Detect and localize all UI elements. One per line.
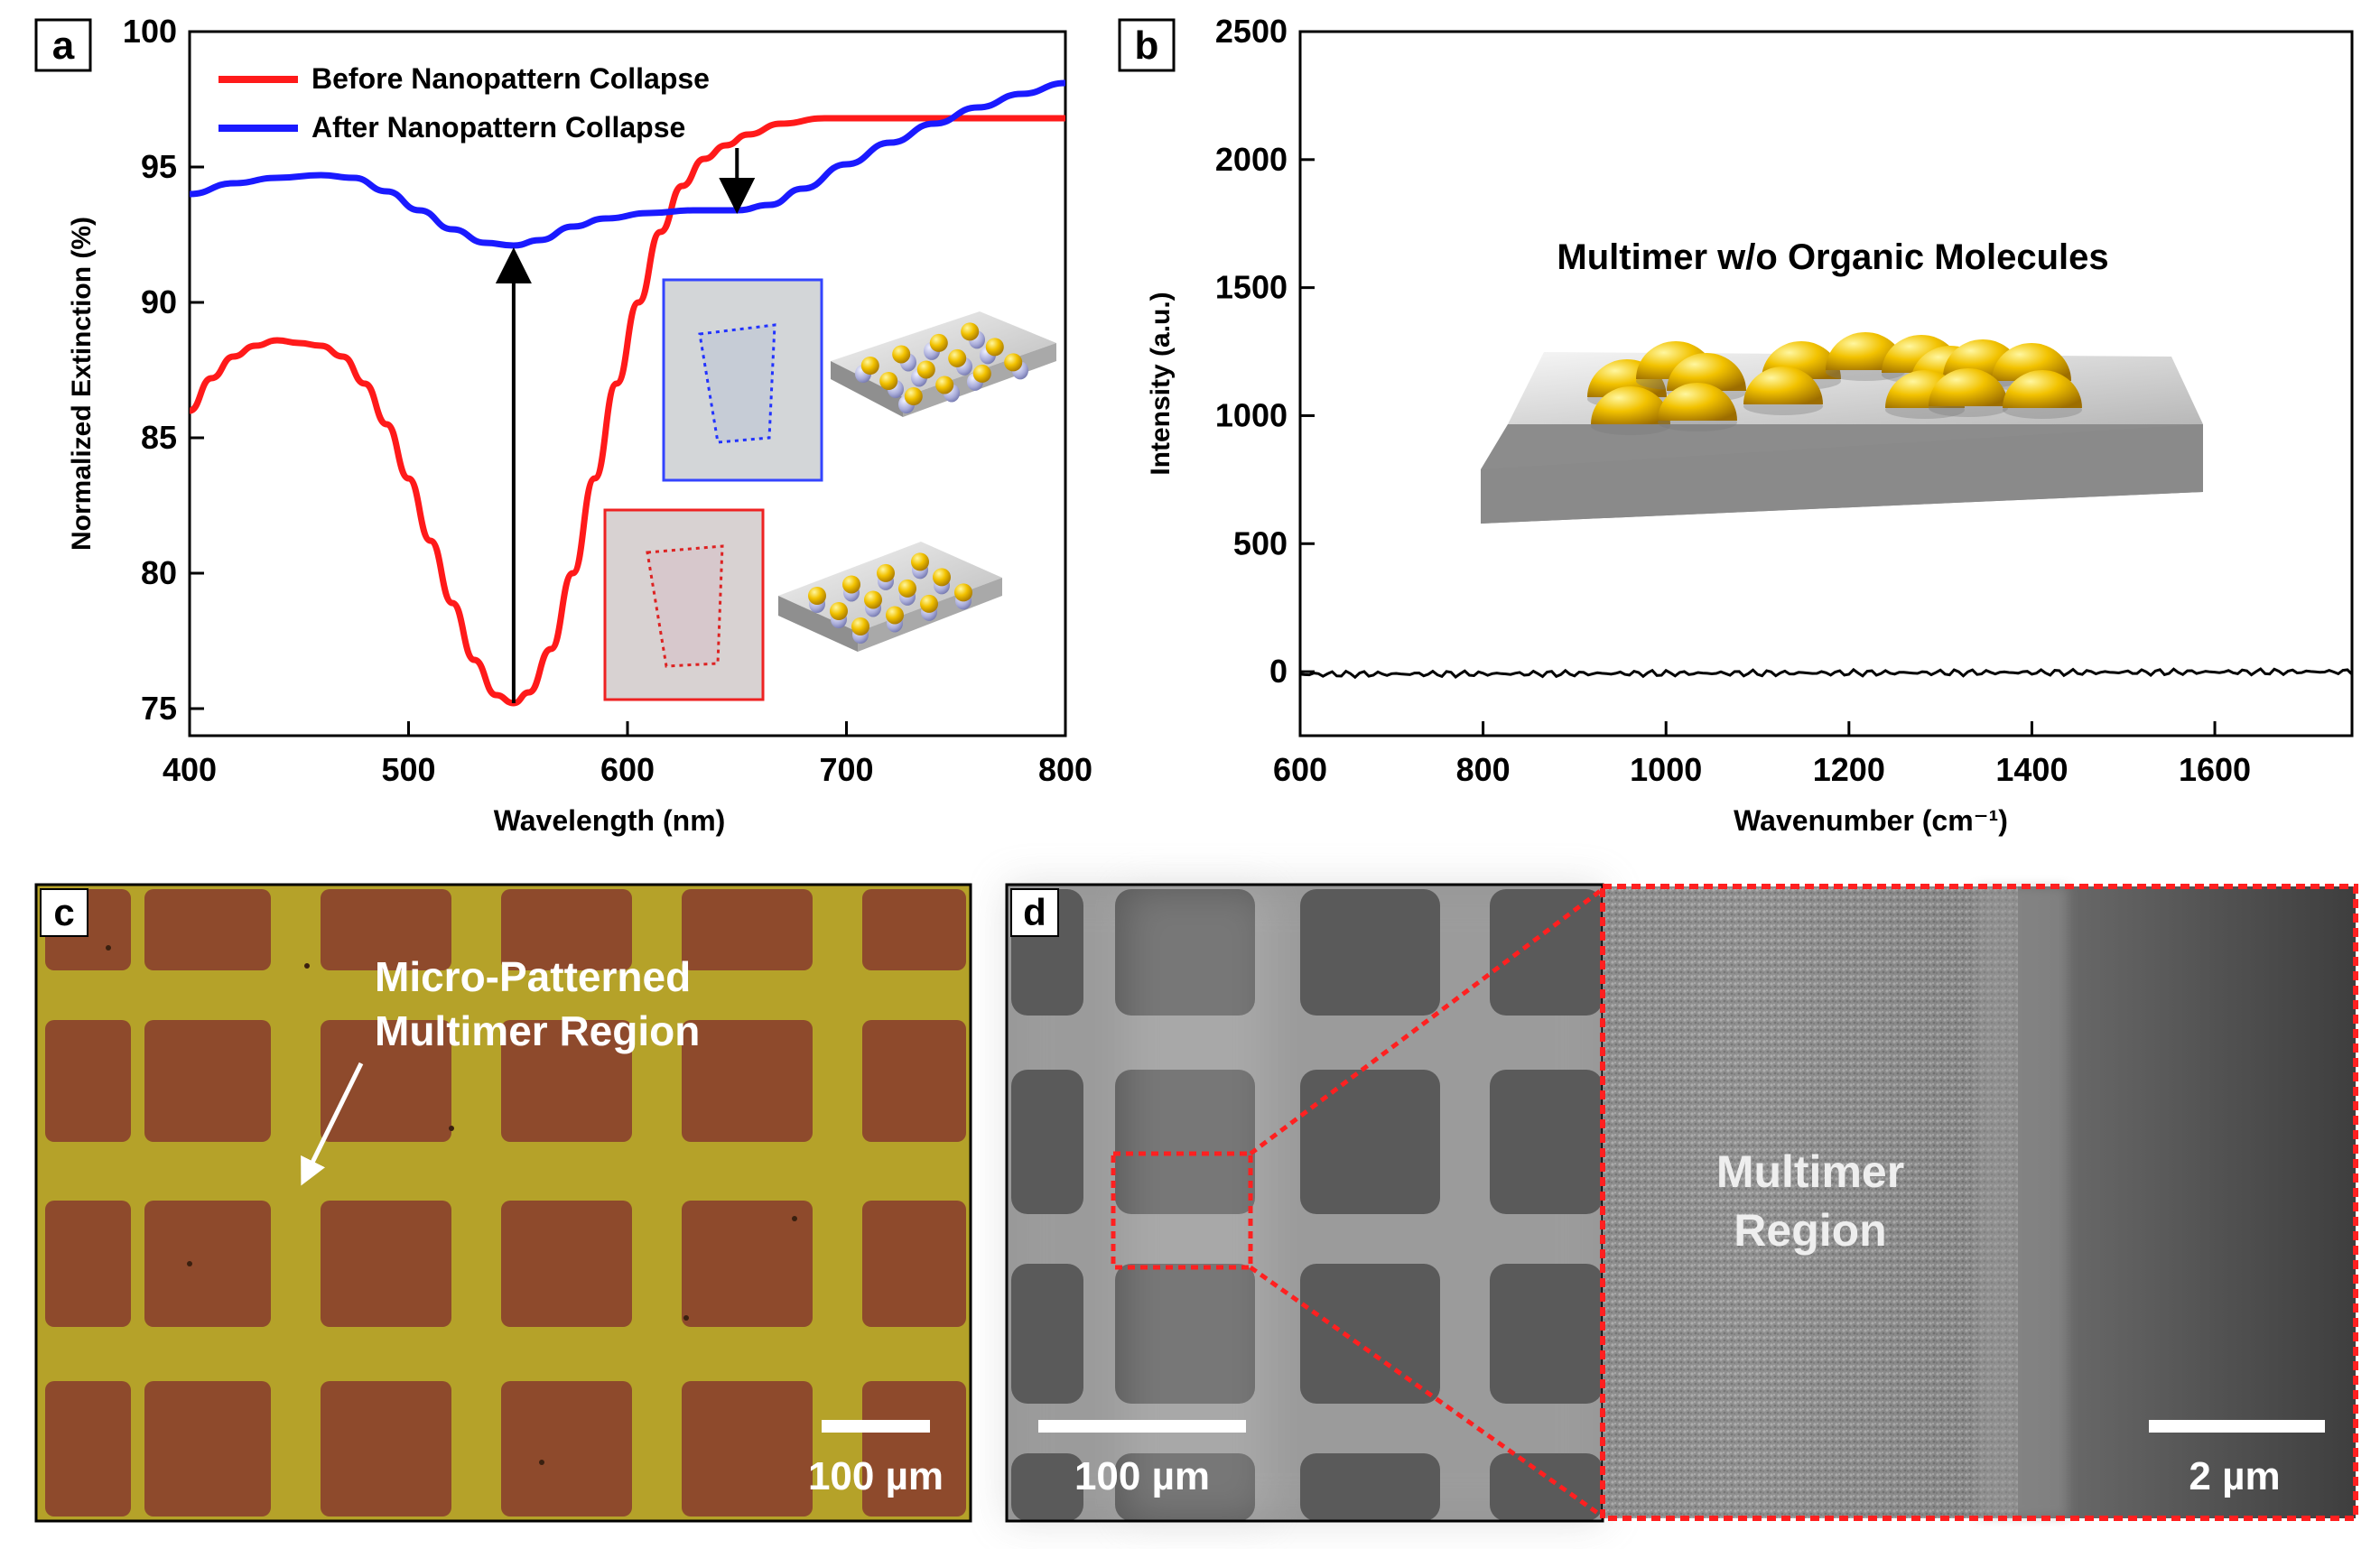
panel-d-scale-label-right: 2 µm (2189, 1454, 2280, 1498)
panel-a-y-tick-label: 80 (141, 554, 177, 591)
panel-b-spectrum-line (1299, 667, 2354, 680)
curve-before-collapse (188, 115, 1065, 707)
panel-b-x-tick-label: 1000 (1630, 751, 1702, 788)
panel-a-x-tick-label: 800 (1038, 751, 1092, 788)
panel-c: c Micro-Patterned Multimer Region 100 µm (34, 883, 972, 1523)
panel-d-letter-box (1010, 888, 1059, 937)
panel-b-x-ticks: 600 800 1000 1200 1400 1600 (1273, 721, 2251, 788)
gold-nanoparticle (1929, 368, 2008, 406)
legend-label-before: Before Nanopattern Collapse (311, 62, 710, 95)
panel-a-y-ticks: 75 80 85 90 95 100 (123, 13, 204, 727)
curve-after-collapse (189, 79, 1066, 249)
panel-d-inset-label-line2: Region (1734, 1205, 1886, 1256)
panel-c-scale-bar (822, 1420, 930, 1433)
panel-a-y-tick-label: 90 (141, 283, 177, 320)
panel-a-x-ticks: 400 500 600 700 800 (163, 721, 1092, 788)
panel-a: a 75 80 85 90 95 100 400 500 600 700 800 (34, 13, 1092, 837)
panel-a-curves (188, 79, 1066, 707)
panel-b-x-tick-label: 1600 (2179, 751, 2251, 788)
panel-b-y-ticks: 0 500 1000 1500 2000 2500 (1215, 13, 1315, 690)
panel-d-inset-label-line1: Multimer (1716, 1146, 1904, 1197)
gold-nanoparticle (1591, 386, 1670, 424)
panel-a-x-tick-label: 700 (819, 751, 873, 788)
panel-a-y-tick-label: 95 (141, 148, 177, 185)
panel-a-y-tick-label: 100 (123, 13, 177, 50)
panel-d-zoom-line-bottom (1249, 1265, 1604, 1519)
panel-d-scale-label-left: 100 µm (1074, 1454, 1210, 1498)
panel-a-y-tick-label: 75 (141, 690, 177, 727)
panel-b-x-tick-label: 1400 (1995, 751, 2068, 788)
panel-b-y-tick-label: 1000 (1215, 396, 1288, 433)
gold-nanoparticle (1743, 366, 1823, 404)
panel-c-letter: c (53, 891, 74, 933)
panel-b-x-tick-label: 1200 (1813, 751, 1885, 788)
gold-nanoparticle (1658, 383, 1737, 421)
panel-a-x-tick-label: 600 (600, 751, 655, 788)
panel-b-plot-frame (1298, 30, 2354, 737)
panel-a-x-tick-label: 500 (381, 751, 435, 788)
panel-a-legend: Before Nanopattern Collapse After Nanopa… (218, 62, 710, 144)
panel-a-inset-blue (662, 278, 823, 482)
panel-d-zoom-box (1111, 1151, 1253, 1270)
gold-nanoparticle (2003, 370, 2082, 408)
panel-d-scale-bar-left (1038, 1420, 1246, 1433)
panel-c-scale-label: 100 µm (808, 1454, 944, 1498)
panel-b-y-tick-label: 1500 (1215, 269, 1288, 306)
panel-d: d 100 µm Multimer Region 2 µm (1005, 883, 2358, 1523)
panel-d-zoom-line-top (1249, 887, 1604, 1155)
panel-b-annotation: Multimer w/o Organic Molecules (1557, 237, 2108, 277)
panel-b: b 0 500 1000 1500 2000 2500 600 800 1000 1200 140… (1118, 13, 2354, 837)
panel-b-y-tick-label: 0 (1269, 653, 1288, 690)
panel-b-x-axis-label: Wavenumber (cm⁻¹) (1734, 804, 2008, 837)
panel-a-letter: a (52, 23, 75, 68)
panel-b-y-tick-label: 2500 (1215, 13, 1288, 50)
panel-b-letter: b (1135, 23, 1159, 68)
panel-a-model-collapsed (831, 311, 1056, 417)
panel-b-y-tick-label: 2000 (1215, 141, 1288, 178)
panel-d-scale-bar-right (2149, 1420, 2325, 1433)
red-dotted-outline (646, 544, 724, 668)
panel-a-y-tick-label: 85 (141, 419, 177, 456)
panel-a-x-tick-label: 400 (163, 751, 217, 788)
blue-dotted-outline (698, 323, 776, 444)
panel-d-zoom-frame (1600, 884, 2358, 1521)
panel-b-curve (1299, 667, 2354, 680)
panel-b-multimer-model (1481, 332, 2203, 524)
panel-d-multimer-texture (1603, 886, 2018, 1518)
gold-nanoparticle (1667, 353, 1746, 391)
legend-label-after: After Nanopattern Collapse (311, 111, 685, 144)
panel-a-inset-red (603, 508, 765, 701)
panel-a-y-axis-label: Normalized Extinction (%) (67, 217, 97, 551)
panel-c-label-line2: Multimer Region (375, 1007, 700, 1054)
panel-b-letter-box (1118, 18, 1176, 72)
panel-c-letter-box (40, 888, 88, 937)
panel-a-arrows (495, 148, 756, 703)
panel-b-y-axis-label: Intensity (a.u.) (1146, 292, 1176, 475)
panel-a-letter-box (34, 18, 92, 72)
panel-b-x-tick-label: 800 (1456, 751, 1511, 788)
panel-d-letter: d (1023, 891, 1046, 933)
panel-c-label-line1: Micro-Patterned (375, 953, 691, 1000)
panel-a-model-uncollapsed (778, 542, 1002, 652)
panel-b-x-tick-label: 600 (1273, 751, 1327, 788)
panel-b-y-tick-label: 500 (1233, 524, 1288, 561)
panel-c-grid-squares (45, 889, 966, 1517)
panel-c-pointer-arrow (301, 1062, 364, 1186)
panel-d-grid-squares (1011, 889, 1603, 1521)
panel-a-x-axis-label: Wavelength (nm) (494, 804, 726, 837)
